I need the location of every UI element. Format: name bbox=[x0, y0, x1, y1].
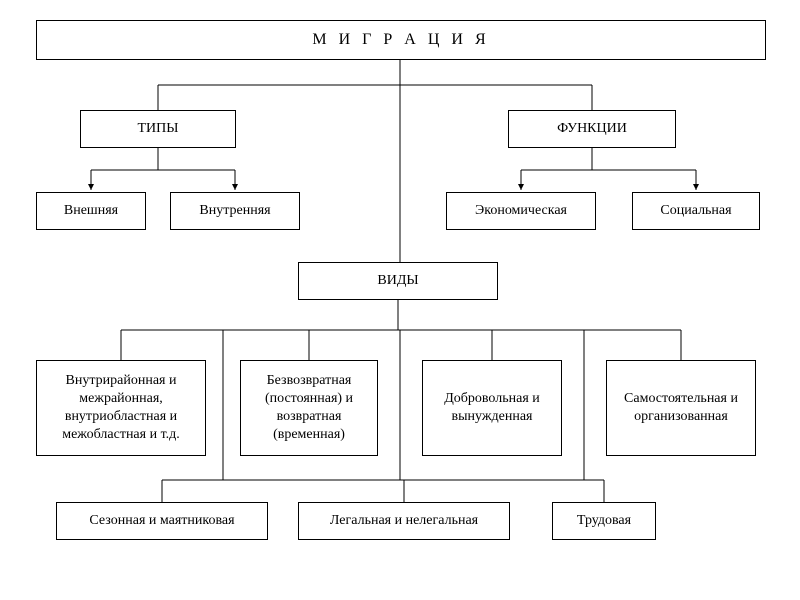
functions-node: ФУНКЦИИ bbox=[508, 110, 676, 148]
root-node: М И Г Р А Ц И Я bbox=[36, 20, 766, 60]
internal-node: Внутренняя bbox=[170, 192, 300, 230]
external-label: Внешняя bbox=[64, 202, 118, 220]
v4-node: Самостоятельная и организованная bbox=[606, 360, 756, 456]
root-label: М И Г Р А Ц И Я bbox=[312, 30, 489, 51]
social-node: Социальная bbox=[632, 192, 760, 230]
economic-label: Экономическая bbox=[475, 202, 567, 220]
types-node: ТИПЫ bbox=[80, 110, 236, 148]
kinds-node: ВИДЫ bbox=[298, 262, 498, 300]
social-label: Социальная bbox=[660, 202, 731, 220]
s3-label: Трудовая bbox=[577, 512, 631, 530]
internal-label: Внутренняя bbox=[199, 202, 270, 220]
v2-label: Безвозвратная (постоянная) и возвратная … bbox=[245, 372, 373, 445]
v1-label: Внутрирайонная и межрайонная, внутриобла… bbox=[41, 372, 201, 445]
s1-node: Сезонная и маятниковая bbox=[56, 502, 268, 540]
v2-node: Безвозвратная (постоянная) и возвратная … bbox=[240, 360, 378, 456]
economic-node: Экономическая bbox=[446, 192, 596, 230]
kinds-label: ВИДЫ bbox=[377, 272, 418, 290]
v1-node: Внутрирайонная и межрайонная, внутриобла… bbox=[36, 360, 206, 456]
v3-node: Добровольная и вынужденная bbox=[422, 360, 562, 456]
external-node: Внешняя bbox=[36, 192, 146, 230]
functions-label: ФУНКЦИИ bbox=[557, 120, 627, 138]
v3-label: Добровольная и вынужденная bbox=[427, 390, 557, 426]
s2-node: Легальная и нелегальная bbox=[298, 502, 510, 540]
types-label: ТИПЫ bbox=[138, 120, 179, 138]
v4-label: Самостоятельная и организованная bbox=[611, 390, 751, 426]
s1-label: Сезонная и маятниковая bbox=[89, 512, 234, 530]
s2-label: Легальная и нелегальная bbox=[330, 512, 478, 530]
s3-node: Трудовая bbox=[552, 502, 656, 540]
